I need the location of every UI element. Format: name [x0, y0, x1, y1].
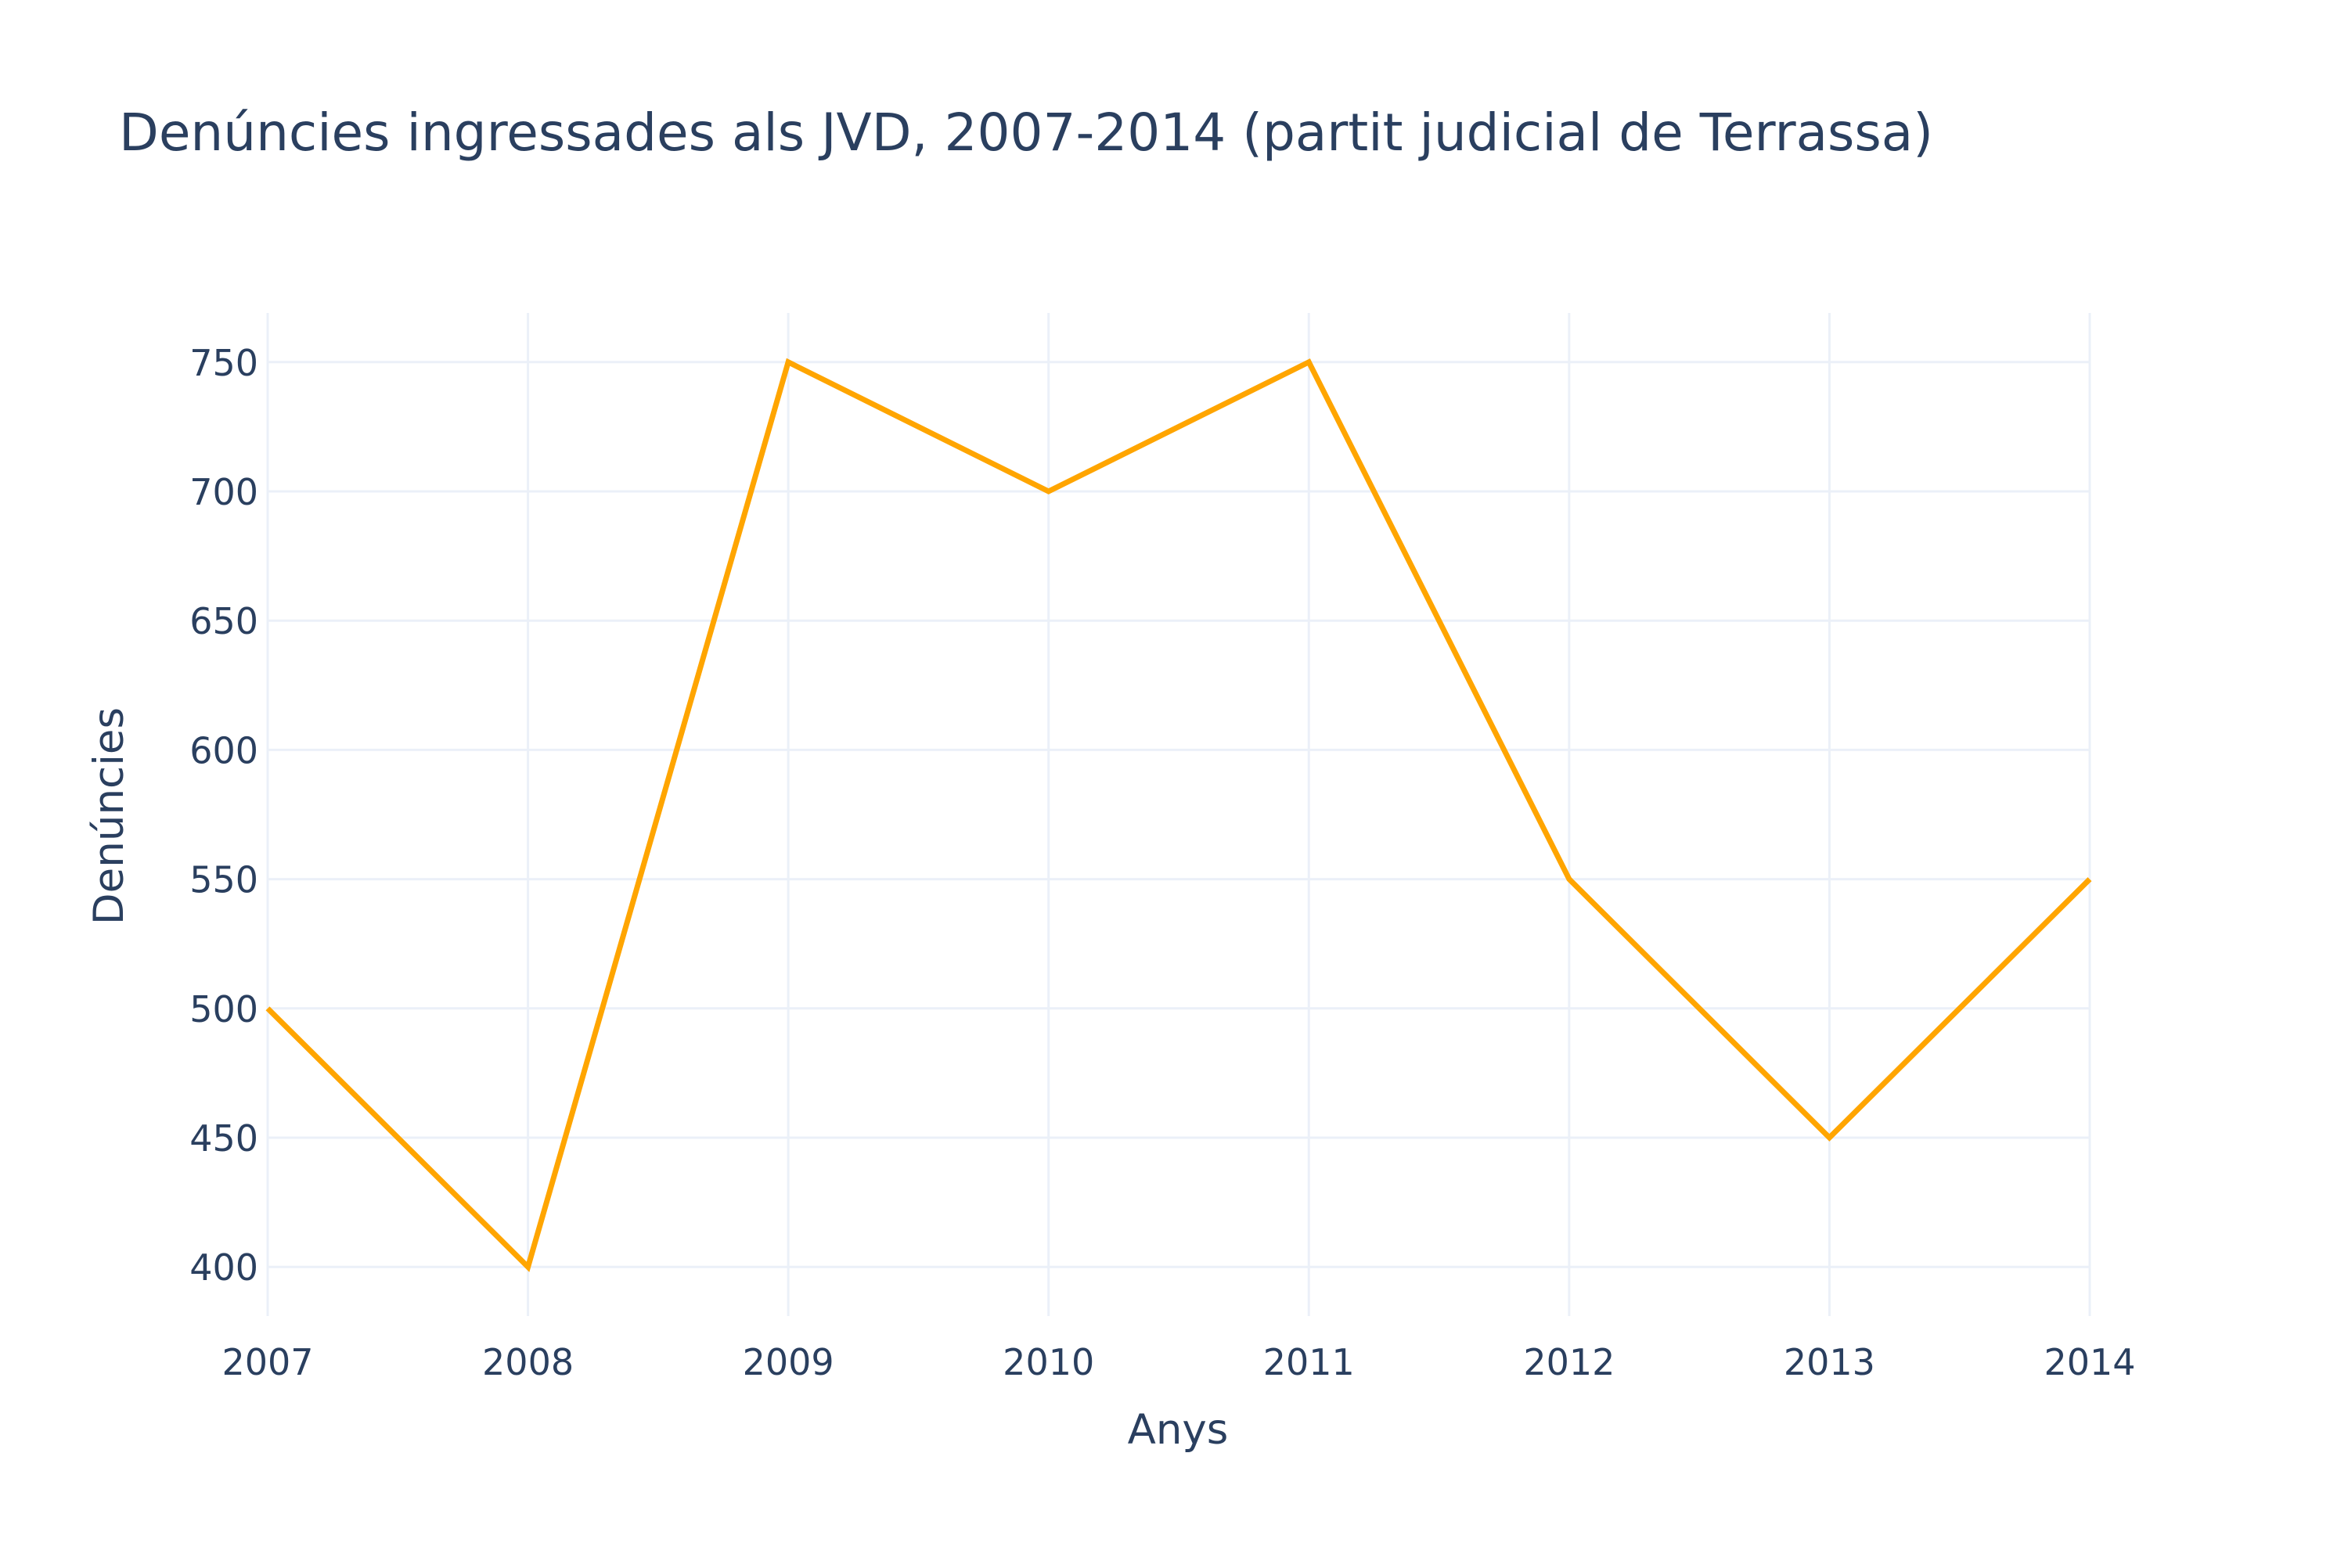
x-tick-label: 2012: [1523, 1341, 1615, 1383]
y-tick-label: 750: [189, 342, 258, 384]
x-tick-label: 2013: [1784, 1341, 1875, 1383]
y-axis-title: Denúncies: [85, 707, 133, 925]
y-tick-label: 400: [189, 1246, 258, 1289]
x-tick-label: 2010: [1003, 1341, 1094, 1383]
x-tick-label: 2014: [2044, 1341, 2135, 1383]
x-tick-label: 2011: [1263, 1341, 1355, 1383]
chart-title: Denúncies ingressades als JVD, 2007-2014…: [119, 102, 1933, 163]
y-tick-label: 700: [189, 471, 258, 513]
y-tick-label: 650: [189, 600, 258, 642]
x-axis-title: Anys: [1128, 1406, 1229, 1454]
y-tick-label: 600: [189, 729, 258, 771]
y-tick-label: 450: [189, 1117, 258, 1160]
x-tick-label: 2008: [482, 1341, 574, 1383]
y-tick-label: 550: [189, 859, 258, 901]
y-tick-label: 500: [189, 988, 258, 1030]
x-tick-label: 2009: [743, 1341, 834, 1383]
x-tick-label: 2007: [221, 1341, 313, 1383]
